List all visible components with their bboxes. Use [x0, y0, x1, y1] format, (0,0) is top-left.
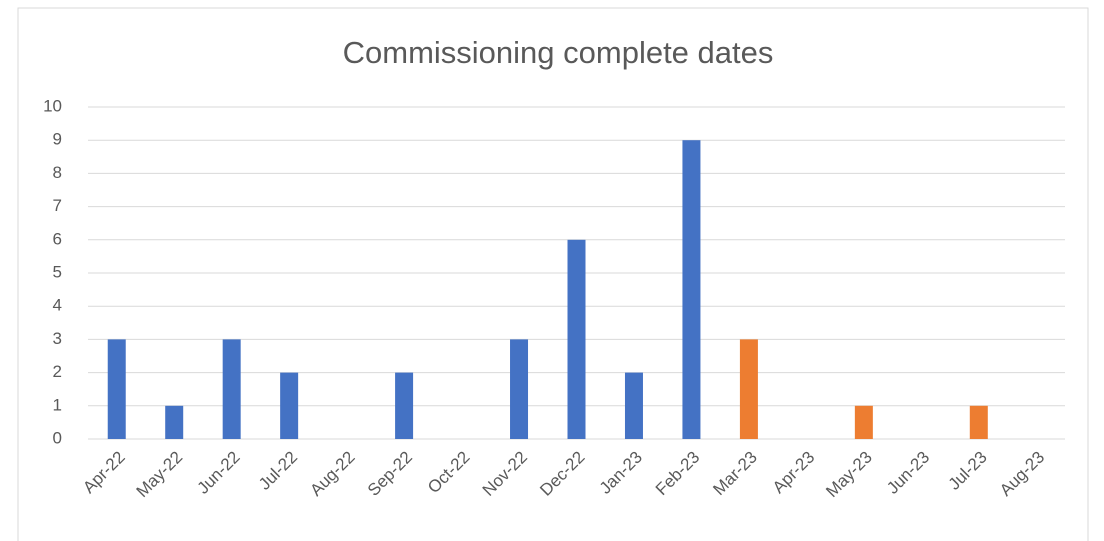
chart-border [17, 7, 1089, 541]
y-tick-label: 1 [53, 395, 62, 414]
bar [624, 372, 643, 439]
chart-title: Commissioning complete dates [343, 35, 774, 70]
bar [165, 405, 184, 439]
bar [682, 140, 701, 439]
y-tick-label: 10 [43, 96, 62, 115]
y-tick-label: 7 [53, 196, 62, 215]
y-tick-label: 5 [53, 262, 62, 281]
bar [395, 372, 414, 439]
bar [510, 339, 529, 439]
bar [567, 239, 586, 439]
y-tick-label: 0 [53, 428, 62, 447]
y-tick-label: 6 [53, 229, 62, 248]
y-tick-label: 8 [53, 163, 62, 182]
bar [854, 405, 873, 439]
bar [969, 405, 988, 439]
bar [739, 339, 758, 439]
y-tick-label: 2 [53, 362, 62, 381]
y-tick-label: 4 [53, 296, 62, 315]
y-tick-label: 9 [53, 130, 62, 149]
y-tick-label: 3 [53, 329, 62, 348]
bar [222, 339, 241, 439]
bar [107, 339, 126, 439]
bar [280, 372, 299, 439]
